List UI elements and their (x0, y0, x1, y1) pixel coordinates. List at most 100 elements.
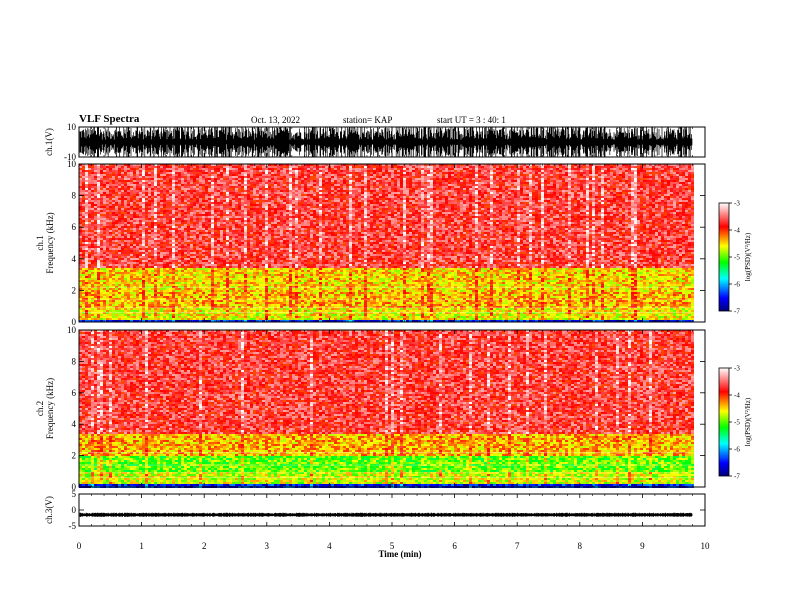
spectrogram-cell (127, 250, 130, 252)
spectrogram-cell (178, 212, 181, 214)
spectrogram-cell (148, 252, 151, 254)
spectrogram-cell (148, 174, 151, 176)
spectrogram-cell (169, 224, 172, 226)
spectrogram-cell (151, 266, 154, 268)
spectrogram-cell (124, 232, 127, 234)
spectrogram-cell (193, 262, 196, 264)
spectrogram-cell (172, 214, 175, 216)
spectrogram-cell (121, 172, 124, 174)
spectrogram-cell (190, 314, 193, 316)
spectrogram-cell (157, 238, 160, 240)
spectrogram-cell (190, 210, 193, 212)
spectrogram-cell (100, 174, 103, 176)
spectrogram-cell (199, 318, 202, 320)
spectrogram-cell (154, 224, 157, 226)
spectrogram-cell (178, 310, 181, 312)
spectrogram-cell (115, 318, 118, 320)
spectrogram-cell (151, 236, 154, 238)
spectrogram-cell (106, 268, 109, 270)
spectrogram-cell (160, 272, 163, 274)
spectrogram-cell (112, 212, 115, 214)
spectrogram-cell (115, 250, 118, 252)
spectrogram-cell (118, 254, 121, 256)
spectrogram-cell (88, 200, 91, 202)
spectrogram-cell (109, 296, 112, 298)
spectrogram-cell (157, 246, 160, 248)
spectrogram-cell (160, 262, 163, 264)
spectrogram-cell (172, 196, 175, 198)
spectrogram-cell (118, 178, 121, 180)
spectrogram-cell (187, 186, 190, 188)
spectrogram-cell (202, 290, 205, 292)
spectrogram-cell (193, 190, 196, 192)
spectrogram-cell (160, 222, 163, 224)
spectrogram-cell (88, 230, 91, 232)
spectrogram-cell (154, 230, 157, 232)
spectrogram-cell (199, 236, 202, 238)
spectrogram-cell (181, 280, 184, 282)
spectrogram-cell (181, 180, 184, 182)
spectrogram-cell (157, 304, 160, 306)
spectrogram-cell (178, 228, 181, 230)
spectrogram-cell (133, 254, 136, 256)
spectrogram-cell (145, 180, 148, 182)
spectrogram-cell (187, 180, 190, 182)
spectrogram-cell (136, 258, 139, 260)
spectrogram-cell (136, 222, 139, 224)
spectrogram-cell (190, 266, 193, 268)
spectrogram-cell (106, 206, 109, 208)
spectrogram-cell (148, 234, 151, 236)
spectrogram-cell (139, 200, 142, 202)
spectrogram-cell (172, 282, 175, 284)
spectrogram-cell (148, 300, 151, 302)
spectrogram-cell (133, 176, 136, 178)
spectrogram-cell (88, 222, 91, 224)
spectrogram-cell (190, 234, 193, 236)
spectrogram-cell (133, 276, 136, 278)
ch1-spectrogram-panel (79, 164, 705, 322)
spectrogram-cell (157, 284, 160, 286)
spectrogram-cell (187, 234, 190, 236)
spectrogram-cell (145, 208, 148, 210)
spectrogram-cell (94, 242, 97, 244)
spectrogram-cell (130, 284, 133, 286)
spectrogram-cell (205, 190, 208, 192)
spectrogram-cell (115, 226, 118, 228)
spectrogram-cell (163, 238, 166, 240)
spectrogram-cell (190, 184, 193, 186)
spectrogram-cell (133, 292, 136, 294)
spectrogram-cell (100, 234, 103, 236)
spectrogram-cell (196, 234, 199, 236)
spectrogram-cell (100, 198, 103, 200)
spectrogram-cell (184, 204, 187, 206)
spectrogram-cell (109, 250, 112, 252)
spectrogram-cell (85, 246, 88, 248)
spectrogram-cell (118, 264, 121, 266)
spectrogram-cell (178, 226, 181, 228)
spectrogram-cell (130, 186, 133, 188)
spectrogram-cell (136, 204, 139, 206)
spectrogram-cell (175, 238, 178, 240)
spectrogram-cell (202, 210, 205, 212)
spectrogram-cell (106, 270, 109, 272)
spectrogram-cell (136, 262, 139, 264)
spectrogram-cell (172, 262, 175, 264)
spectrogram-cell (190, 308, 193, 310)
spectrogram-cell (208, 204, 211, 206)
spectrogram-cell (100, 232, 103, 234)
spectrogram-cell (133, 226, 136, 228)
spectrogram-cell (136, 190, 139, 192)
spectrogram-cell (199, 290, 202, 292)
spectrogram-cell (124, 178, 127, 180)
spectrogram-cell (109, 292, 112, 294)
spectrogram-cell (112, 166, 115, 168)
spectrogram-cell (175, 318, 178, 320)
spectrogram-cell (109, 204, 112, 206)
spectrogram-cell (157, 268, 160, 270)
spectrogram-cell (178, 198, 181, 200)
spectrogram-cell (124, 176, 127, 178)
spectrogram-cell (82, 184, 85, 186)
spectrogram-cell (103, 276, 106, 278)
spectrogram-cell (142, 300, 145, 302)
spectrogram-cell (115, 274, 118, 276)
